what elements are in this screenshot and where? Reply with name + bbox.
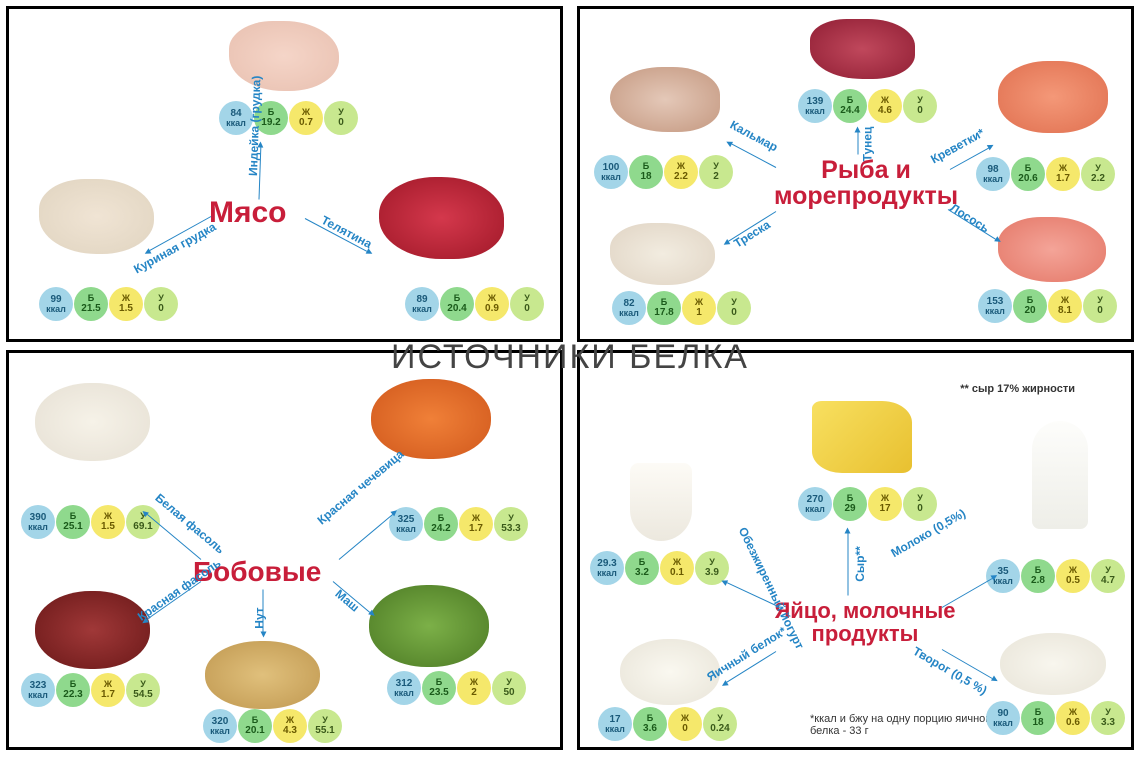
food-img-yogurt — [630, 463, 692, 541]
note-egg: *ккал и бжу на одну порцию яичного белка… — [810, 713, 1010, 737]
stats-cheese: 270ккал Б29 Ж17 У0 — [798, 487, 937, 521]
stats-cod: 82ккал Б17.8 Ж1 У0 — [612, 291, 751, 325]
label-veal: Телятина — [319, 213, 374, 251]
panels-grid: Мясо 84ккал Б19.2 Ж0.7 У0 Индейка (грудк… — [0, 0, 1140, 776]
food-img-salmon — [998, 217, 1106, 282]
label-cheese: Сыр** — [853, 546, 867, 582]
title-meat: Мясо — [209, 197, 287, 229]
label-egg: Яичный белок* — [704, 624, 788, 684]
stats-red-bean: 323ккал Б22.3 Ж1.7 У54.5 — [21, 673, 160, 707]
stats-salmon: 153ккал Б20 Ж8.1 У0 — [978, 289, 1117, 323]
food-img-squid — [610, 67, 720, 132]
arrow-red-lentil — [339, 514, 393, 560]
stats-tvorog: 90ккал Б18 Ж0.6 У3.3 — [986, 701, 1125, 735]
food-img-veal — [379, 177, 504, 259]
food-img-red-bean — [35, 591, 150, 669]
stats-squid: 100ккал Б18 Ж2.2 У2 — [594, 155, 733, 189]
food-img-cheese — [812, 401, 912, 473]
stats-white-bean: 390ккал Б25.1 Ж1.5 У69.1 — [21, 505, 160, 539]
food-img-mash — [369, 585, 489, 667]
label-salmon: Лосось — [948, 201, 992, 236]
stats-veal: 89ккал Б20.4 Ж0.9 У0 — [405, 287, 544, 321]
panel-dairy: Яйцо, молочные продукты ** сыр 17% жирно… — [577, 350, 1134, 750]
arrow-cheese — [848, 534, 849, 596]
food-img-red-lentil — [371, 379, 491, 459]
stats-chickpea: 320ккал Б20.1 Ж4.3 У55.1 — [203, 709, 342, 743]
food-img-milk — [1032, 421, 1088, 529]
label-white-bean: Белая фасоль — [153, 491, 228, 557]
food-img-tvorog — [1000, 633, 1106, 695]
label-tuna: Тунец — [860, 127, 874, 162]
stats-red-lentil: 325ккал Б24.2 Ж1.7 У53.3 — [389, 507, 528, 541]
arrow-milk — [942, 578, 993, 608]
label-chickpea: Нут — [253, 607, 267, 628]
panel-legumes: Бобовые 390ккал Б25.1 Ж1.5 У69.1 Белая ф… — [6, 350, 563, 750]
food-img-tuna — [810, 19, 915, 79]
label-red-bean: Красная фасоль — [135, 556, 223, 624]
food-img-shrimp — [998, 61, 1108, 133]
stats-chicken: 99ккал Б21.5 Ж1.5 У0 — [39, 287, 178, 321]
stats-mash: 312ккал Б23.5 Ж2 У50 — [387, 671, 526, 705]
food-img-turkey — [229, 21, 339, 91]
main-title: ИСТОЧНИКИ БЕЛКА — [0, 338, 1140, 377]
food-img-white-bean — [35, 383, 150, 461]
label-cod: Треска — [731, 217, 772, 250]
stats-shrimp: 98ккал Б20.6 Ж1.7 У2.2 — [976, 157, 1115, 191]
stats-egg: 17ккал Б3.6 Ж0 У0.24 — [598, 707, 737, 741]
stats-tuna: 139ккал Б24.4 Ж4.6 У0 — [798, 89, 937, 123]
stats-milk: 35ккал Б2.8 Ж0.5 У4.7 — [986, 559, 1125, 593]
food-img-chickpea — [205, 641, 320, 709]
stats-turkey: 84ккал Б19.2 Ж0.7 У0 — [219, 101, 358, 135]
arrow-tuna — [858, 133, 859, 155]
label-squid: Кальмар — [728, 118, 780, 155]
label-mash: Маш — [333, 587, 363, 615]
note-cheese: ** сыр 17% жирности — [960, 383, 1075, 395]
panel-seafood: Рыба и морепродукты 139ккал Б24.4 Ж4.6 У… — [577, 6, 1134, 342]
food-img-chicken — [39, 179, 154, 254]
stats-yogurt: 29.3ккал Б3.2 Ж0.1 У3.9 — [590, 551, 729, 585]
food-img-cod — [610, 223, 715, 285]
panel-meat: Мясо 84ккал Б19.2 Ж0.7 У0 Индейка (грудк… — [6, 6, 563, 342]
label-turkey: Индейка (грудка) — [246, 75, 263, 176]
